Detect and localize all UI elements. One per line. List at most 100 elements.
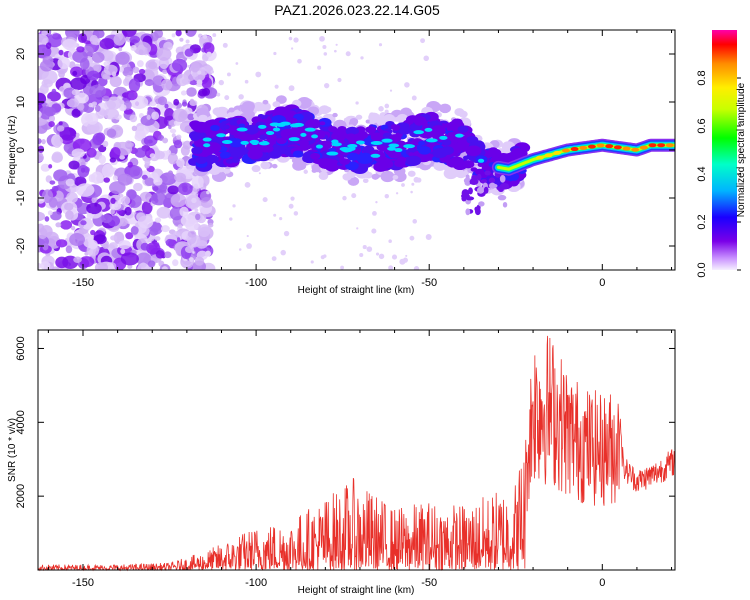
spectrogram-blob bbox=[75, 132, 80, 138]
colorbar-tick-label: 0.8 bbox=[696, 70, 708, 85]
spectrogram-blob bbox=[264, 106, 270, 111]
snr-axes: -150 -100 -50 0 2000 4000 6000 bbox=[15, 329, 676, 589]
spectrogram-blob bbox=[441, 139, 452, 146]
spectrogram-blob bbox=[461, 189, 470, 198]
spectrogram-blob bbox=[502, 201, 508, 208]
spectrogram-blob bbox=[173, 98, 180, 106]
spectrogram-blob bbox=[276, 122, 286, 127]
spectrogram-blob bbox=[202, 137, 212, 142]
spectrogram-blob bbox=[337, 77, 342, 83]
spectrogram-blob bbox=[54, 136, 63, 147]
spectrogram-blob bbox=[238, 94, 244, 100]
spectrogram-blob bbox=[345, 126, 359, 136]
spectrogram-blob bbox=[359, 253, 364, 258]
spectrogram-blob bbox=[259, 134, 268, 141]
spectrogram-blob bbox=[154, 236, 161, 241]
spectrogram-blob bbox=[129, 35, 141, 44]
spectrogram-blob bbox=[179, 37, 184, 42]
spectrogram-blob bbox=[90, 229, 96, 236]
spectrogram-blob bbox=[38, 138, 42, 144]
spectrogram-blob bbox=[416, 177, 422, 183]
spectrogram-blob bbox=[113, 33, 126, 46]
y-tick-label: 4000 bbox=[15, 410, 27, 434]
spectrogram-blob bbox=[465, 208, 471, 216]
spectrogram-blob bbox=[167, 152, 178, 165]
spectrogram-blob bbox=[401, 183, 405, 187]
spectrogram-blob bbox=[185, 170, 192, 178]
spectrogram-blob bbox=[185, 245, 195, 254]
spectrogram-blob bbox=[140, 262, 147, 268]
spectrogram-blob bbox=[475, 169, 485, 176]
spectrogram-blob bbox=[135, 125, 150, 136]
spectrogram-blob bbox=[224, 95, 230, 101]
spectrogram-blob bbox=[161, 266, 169, 270]
spectrogram-blob bbox=[288, 203, 294, 209]
spectrogram-blob bbox=[319, 121, 326, 126]
spectrogram-blob bbox=[91, 51, 105, 63]
spectrogram-blob bbox=[342, 195, 347, 201]
spectrogram-blob bbox=[185, 218, 199, 232]
spectrogram-blob bbox=[276, 137, 287, 145]
spectrogram-hotspot bbox=[631, 147, 640, 152]
spectrogram-blob bbox=[439, 135, 448, 140]
spectrogram-blob bbox=[162, 69, 168, 75]
spectrogram-blob bbox=[66, 191, 78, 204]
spectrogram-blob bbox=[191, 146, 203, 155]
spectrogram-blob bbox=[300, 132, 307, 137]
spectrogram-blob bbox=[335, 43, 338, 46]
spectrogram-blob bbox=[77, 33, 88, 43]
spectrogram-blob bbox=[206, 190, 210, 195]
spectrogram-blob bbox=[463, 177, 472, 184]
y-tick-label: -20 bbox=[15, 238, 27, 254]
spectrogram-blob bbox=[192, 251, 195, 254]
spectrogram-blob bbox=[71, 108, 81, 118]
spectrogram-blob bbox=[80, 220, 87, 226]
spectrogram-blob bbox=[288, 36, 293, 41]
spectrogram-blob bbox=[413, 266, 420, 270]
spectrogram-blob bbox=[130, 226, 139, 235]
spectrogram-blob bbox=[218, 79, 225, 86]
spectrogram-blob bbox=[161, 78, 173, 91]
spectrogram-blob bbox=[93, 64, 100, 71]
spectrogram-blob bbox=[58, 70, 65, 79]
spectrogram-blob bbox=[173, 139, 183, 149]
spectrogram-blob bbox=[151, 111, 160, 120]
spectrogram-blob bbox=[40, 261, 51, 270]
spectrogram-hotspot bbox=[639, 145, 648, 150]
spectrogram-blob bbox=[371, 173, 380, 180]
spectrogram-blob bbox=[274, 84, 279, 89]
spectrogram-blob bbox=[164, 103, 169, 109]
spectrogram-blob bbox=[424, 127, 433, 132]
spectrogram-blob bbox=[190, 98, 194, 103]
spectrogram-blob bbox=[268, 134, 277, 140]
spectrogram-blob bbox=[498, 187, 504, 192]
spectrogram-blob bbox=[232, 204, 236, 208]
spectrogram-blob bbox=[91, 101, 98, 106]
spectrogram-blob bbox=[288, 85, 295, 92]
spectrogram-hotspot bbox=[665, 143, 674, 148]
spectrogram-blob bbox=[403, 144, 416, 149]
spectrogram-blob bbox=[197, 127, 206, 133]
spectrogram-blob bbox=[127, 264, 133, 269]
spectrogram-blob bbox=[388, 143, 400, 148]
spectrogram-blob bbox=[418, 140, 426, 146]
spectrogram-hotspot bbox=[596, 143, 605, 148]
spectrogram-blob bbox=[476, 204, 481, 211]
spectrogram-blob bbox=[201, 87, 211, 96]
spectrogram-blob bbox=[389, 89, 393, 92]
spectrogram-blob bbox=[197, 114, 209, 123]
spectrogram-y-label: Frequency (Hz) bbox=[7, 116, 18, 185]
spectrogram-blob bbox=[55, 239, 68, 248]
spectrogram-blob bbox=[387, 146, 396, 151]
spectrogram-blob bbox=[193, 157, 201, 162]
spectrogram-blob bbox=[187, 64, 190, 68]
spectrogram-blob bbox=[272, 127, 281, 132]
spectrogram-blob bbox=[240, 140, 249, 145]
spectrogram-blob bbox=[465, 145, 482, 157]
spectrogram-blob bbox=[202, 34, 208, 39]
spectrogram-blob bbox=[176, 134, 182, 140]
spectrogram-blob bbox=[129, 114, 138, 123]
spectrogram-blob bbox=[455, 158, 463, 164]
spectrogram-blob bbox=[38, 92, 47, 105]
spectrogram-blob bbox=[150, 192, 168, 206]
